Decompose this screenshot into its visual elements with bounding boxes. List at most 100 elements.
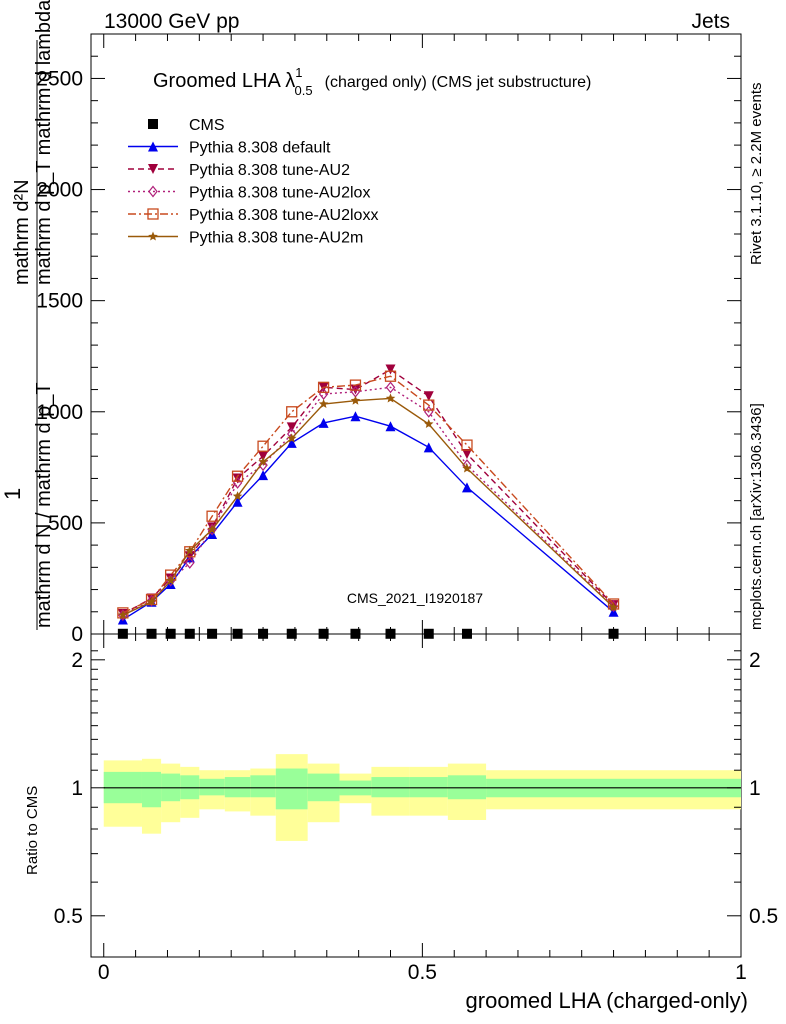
data-point-pythia-8-308-tune-au2lox — [385, 381, 396, 394]
data-point-pythia-8-308-tune-au2m — [185, 545, 195, 555]
data-point-pythia-8-308-default — [258, 470, 269, 481]
data-point-pythia-8-308-tune-au2m — [207, 524, 217, 534]
ratio-y-tick-label: 0.5 — [54, 905, 83, 928]
data-point-pythia-8-308-default — [318, 417, 329, 428]
x-tick-label: 0 — [98, 961, 110, 984]
y-tick-label: 2000 — [36, 179, 83, 202]
series-line-pythia-8-308-tune-au2 — [122, 368, 615, 615]
legend-label-pythia-8-308-tune-au2loxx: Pythia 8.308 tune-AU2loxx — [189, 207, 378, 224]
ylabel-denominator-left: mathrm d N / mathrm d p_T — [33, 382, 55, 628]
y-tick-label: 1000 — [36, 401, 83, 424]
data-point-pythia-8-308-default — [286, 437, 297, 448]
x-axis-label: groomed LHA (charged-only) — [466, 988, 748, 1013]
ratio-y-tick-label: 2 — [71, 649, 83, 672]
series-line-pythia-8-308-tune-au2loxx — [122, 375, 615, 614]
main-title: Groomed LHA λ1 0.5 (charged only) (CMS jet… — [153, 65, 591, 98]
data-point-pythia-8-308-tune-au2m — [165, 575, 176, 585]
legend-marker-pythia-8-308-default — [148, 141, 158, 152]
mcplots-label: mcplots.cern.ch [arXiv:1306.3436] — [748, 403, 765, 630]
legend-label-pythia-8-308-default: Pythia 8.308 default — [189, 140, 331, 157]
main-y-axis-label: 1 mathrm d²N mathrm d p_T mathrm d lambd… — [0, 0, 55, 630]
legend-marker-cms — [148, 119, 158, 129]
data-point-pythia-8-308-tune-au2m — [424, 419, 434, 428]
ratio-inner-band — [409, 777, 448, 798]
data-point-pythia-8-308-tune-au2m — [350, 395, 361, 405]
data-point-pythia-8-308-default — [385, 421, 396, 432]
data-point-pythia-8-308-tune-au2 — [258, 451, 269, 462]
energy-label: 13000 GeV pp — [104, 10, 239, 33]
ratio-y-tick-label-right: 0.5 — [749, 905, 778, 928]
data-point-pythia-8-308-tune-au2 — [423, 391, 434, 402]
ratio-y-tick-label-right: 2 — [749, 649, 761, 672]
data-point-pythia-8-308-tune-au2loxx — [423, 399, 435, 411]
data-point-pythia-8-308-default — [461, 482, 472, 493]
data-point-pythia-8-308-tune-au2lox — [258, 459, 268, 472]
legend: CMS Pythia 8.308 default Pythia 8.308 tune… — [128, 117, 378, 247]
data-point-pythia-8-308-tune-au2m — [462, 463, 472, 473]
data-point-pythia-8-308-tune-au2loxx — [461, 439, 473, 451]
legend-label-pythia-8-308-tune-au2: Pythia 8.308 tune-AU2 — [189, 162, 350, 179]
x-tick-label: 1 — [735, 961, 747, 984]
data-point-pythia-8-308-tune-au2m — [232, 491, 243, 501]
data-point-pythia-8-308-tune-au2loxx — [384, 370, 397, 382]
data-point-pythia-8-308-tune-au2loxx — [231, 470, 244, 482]
y-tick-label: 500 — [48, 512, 83, 535]
title-main: Groomed LHA λ — [153, 70, 295, 92]
data-point-pythia-8-308-tune-au2m — [118, 610, 128, 620]
y-tick-label: 1500 — [36, 290, 83, 313]
data-point-pythia-8-308-tune-au2loxx — [257, 440, 269, 452]
title-subscript: 0.5 — [295, 83, 313, 98]
ratio-y-axis-label: Ratio to CMS — [24, 786, 41, 875]
data-point-pythia-8-308-tune-au2loxx — [286, 406, 298, 418]
ratio-inner-band — [275, 768, 308, 810]
title-superscript: 1 — [295, 65, 302, 80]
legend-marker-pythia-8-308-tune-au2lox — [148, 185, 158, 198]
ratio-uncertainty-bands — [103, 754, 741, 841]
ylabel-numerator-one: 1 — [0, 488, 25, 500]
series-line-pythia-8-308-tune-au2m — [122, 397, 614, 616]
y-tick-label: 2500 — [36, 67, 83, 90]
data-point-pythia-8-308-default — [350, 411, 361, 422]
legend-marker-pythia-8-308-tune-au2m — [148, 231, 158, 241]
series-line-pythia-8-308-tune-au2lox — [122, 386, 614, 616]
data-point-pythia-8-308-tune-au2loxx — [349, 379, 362, 391]
ylabel-numerator-denominator: mathrm d p_T mathrm d lambda — [33, 0, 55, 285]
rivet-version-label: Rivet 3.1.10, ≥ 2.2M events — [748, 83, 765, 266]
main-data-series — [117, 364, 620, 639]
legend-label-pythia-8-308-tune-au2lox: Pythia 8.308 tune-AU2lox — [189, 185, 370, 202]
data-point-pythia-8-308-tune-au2m — [385, 393, 396, 403]
data-point-pythia-8-308-tune-au2loxx — [145, 593, 158, 606]
data-point-pythia-8-308-tune-au2loxx — [317, 381, 330, 393]
legend-marker-pythia-8-308-tune-au2loxx — [147, 208, 159, 220]
ratio-y-tick-label-right: 1 — [749, 777, 761, 800]
ratio-inner-band — [141, 771, 162, 808]
ylabel-numerator: mathrm d²N — [11, 179, 33, 285]
legend-label-pythia-8-308-tune-au2m: Pythia 8.308 tune-AU2m — [189, 230, 363, 247]
y-tick-label: 0 — [71, 623, 83, 646]
data-point-pythia-8-308-tune-au2m — [258, 456, 268, 466]
data-point-pythia-8-308-tune-au2m — [287, 433, 297, 443]
data-point-pythia-8-308-tune-au2m — [318, 399, 329, 408]
main-watermark: CMS_2021_I1920187 — [347, 590, 483, 606]
title-rest: (charged only) (CMS jet substructure) — [325, 74, 592, 91]
data-point-pythia-8-308-default — [165, 579, 176, 589]
ratio-axis-ticks: 0 0.5 1 0.5 0.5 1 1 2 2 — [54, 634, 778, 984]
data-point-pythia-8-308-tune-au2 — [385, 364, 396, 375]
data-point-pythia-8-308-tune-au2loxx — [206, 510, 218, 522]
ratio-y-tick-label: 1 — [71, 777, 83, 800]
data-point-pythia-8-308-tune-au2m — [608, 602, 619, 612]
process-label: Jets — [691, 10, 730, 33]
main-axis-ticks: 0 500 1000 1500 2000 2500 — [36, 34, 742, 646]
data-point-pythia-8-308-default — [423, 442, 434, 453]
data-point-pythia-8-308-tune-au2 — [461, 449, 472, 459]
legend-label-cms: CMS — [189, 117, 225, 134]
ratio-inner-band — [224, 777, 251, 798]
ratio-panel: 0 0.5 1 0.5 0.5 1 1 2 2 Ratio to CMS groomed LHA… — [24, 633, 778, 1013]
data-point-pythia-8-308-tune-au2 — [286, 422, 297, 433]
data-point-pythia-8-308-tune-au2m — [146, 596, 157, 606]
ratio-inner-band — [250, 775, 276, 798]
ratio-inner-band — [199, 778, 225, 796]
data-point-pythia-8-308-tune-au2lox — [185, 556, 195, 569]
